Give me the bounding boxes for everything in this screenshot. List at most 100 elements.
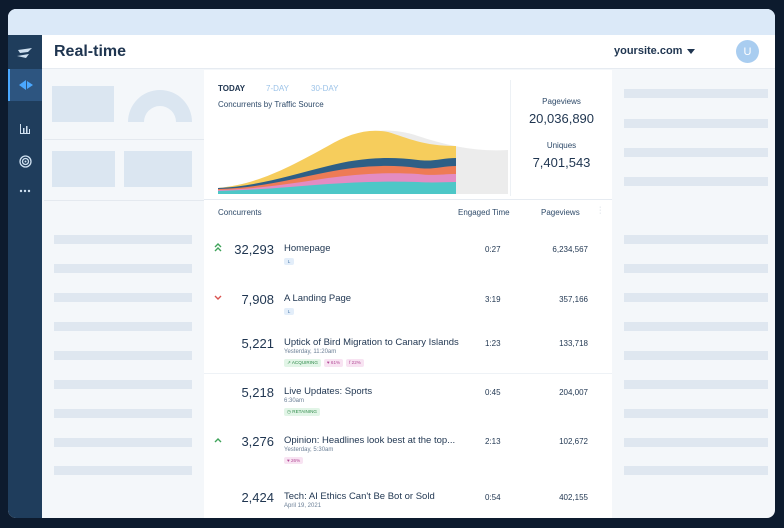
column-concurrents[interactable]: Concurrents bbox=[218, 208, 262, 217]
placeholder-line bbox=[624, 264, 768, 273]
row-pageviews: 133,718 bbox=[559, 339, 588, 348]
chart-title: Concurrents by Traffic Source bbox=[218, 100, 324, 109]
row-pageviews: 102,672 bbox=[559, 437, 588, 446]
row-title[interactable]: Live Updates: Sports bbox=[284, 386, 373, 397]
row-title[interactable]: A Landing Page bbox=[284, 293, 352, 304]
sidebar bbox=[8, 35, 42, 518]
row-pageviews: 6,234,567 bbox=[552, 245, 588, 254]
kebab-menu-icon[interactable]: · · · bbox=[599, 204, 602, 217]
twitter-share-badge: ♥ 61% bbox=[323, 359, 344, 367]
row-pageviews: 357,166 bbox=[559, 295, 588, 304]
row-concurrents: 2,424 bbox=[241, 490, 274, 505]
app-frame: Real-time yoursite.com U bbox=[8, 9, 775, 518]
placeholder-line bbox=[624, 177, 768, 186]
placeholder-line bbox=[624, 148, 768, 157]
row-subtitle: April 19, 2021 bbox=[284, 503, 322, 509]
site-selector-label: yoursite.com bbox=[614, 45, 683, 57]
tab-today[interactable]: TODAY bbox=[218, 84, 246, 93]
tab-30-day[interactable]: 30-DAY bbox=[311, 84, 339, 93]
double-up-arrow-icon bbox=[214, 243, 222, 254]
placeholder-line bbox=[624, 322, 768, 331]
uniques-label: Uniques bbox=[546, 141, 577, 150]
placeholder-block bbox=[124, 151, 192, 187]
row-concurrents: 32,293 bbox=[234, 242, 274, 257]
row-pageviews: 204,007 bbox=[559, 388, 588, 397]
placeholder-line bbox=[54, 466, 192, 475]
acquiring-badge: ↗ ACQUIRING bbox=[284, 359, 321, 367]
row-engaged-time: 3:19 bbox=[485, 295, 501, 304]
row-badges: L bbox=[284, 308, 294, 315]
row-concurrents: 5,218 bbox=[241, 385, 274, 400]
retaining-badge: ◷ RETAINING bbox=[284, 408, 320, 416]
row-badges: ◷ RETAINING bbox=[284, 408, 320, 416]
row-title[interactable]: Opinion: Headlines look best at the top.… bbox=[284, 435, 456, 446]
landing-badge: L bbox=[284, 258, 294, 265]
row-engaged-time: 0:45 bbox=[485, 388, 501, 397]
placeholder-line bbox=[624, 235, 768, 244]
placeholder-line bbox=[54, 293, 192, 302]
row-engaged-time: 0:54 bbox=[485, 493, 501, 502]
row-subtitle: Yesterday, 5:30am bbox=[284, 447, 334, 453]
series-teal-area bbox=[218, 181, 456, 194]
placeholder-gauge bbox=[128, 90, 192, 122]
landing-badge: L bbox=[284, 308, 294, 315]
row-subtitle: 6:30am bbox=[284, 398, 305, 404]
placeholder-line bbox=[54, 380, 192, 389]
placeholder-line bbox=[54, 235, 192, 244]
tab-7-day[interactable]: 7-DAY bbox=[266, 84, 289, 93]
row-title[interactable]: Tech: AI Ethics Can't Be Bot or Sold bbox=[284, 491, 435, 502]
pageviews-total: 20,036,890 bbox=[528, 111, 595, 126]
placeholder-line bbox=[624, 466, 768, 475]
window-top-strip bbox=[8, 9, 775, 35]
placeholder-block bbox=[52, 151, 115, 187]
uniques-total: 7,401,543 bbox=[532, 155, 591, 170]
placeholder-line bbox=[624, 119, 768, 128]
logo-icon[interactable] bbox=[8, 37, 42, 69]
caret-down-icon bbox=[687, 48, 696, 54]
realtime-icon[interactable] bbox=[8, 69, 42, 101]
row-engaged-time: 0:27 bbox=[485, 245, 501, 254]
page-header: Real-time yoursite.com U bbox=[42, 35, 775, 69]
placeholder-line bbox=[54, 409, 192, 418]
placeholder-line bbox=[624, 89, 768, 98]
row-badges: L bbox=[284, 258, 294, 265]
column-pageviews[interactable]: Pageviews bbox=[541, 208, 580, 217]
up-arrow-icon bbox=[214, 435, 222, 445]
placeholder-block bbox=[52, 86, 114, 122]
placeholder-line bbox=[54, 438, 192, 447]
realtime-main-card: TODAY 7-DAY 30-DAY Concurrents by Traffi… bbox=[204, 70, 612, 518]
facebook-share-badge: f 22% bbox=[346, 359, 364, 367]
twitter-share-badge: ♥ 26% bbox=[284, 457, 304, 464]
placeholder-line bbox=[54, 322, 192, 331]
placeholder-line bbox=[54, 264, 192, 273]
row-badges: ↗ ACQUIRING ♥ 61% f 22% bbox=[284, 359, 364, 367]
more-icon[interactable] bbox=[8, 175, 42, 207]
totals-panel: Pageviews 20,036,890 Uniques 7,401,543 bbox=[510, 80, 612, 196]
row-engaged-time: 2:13 bbox=[485, 437, 501, 446]
concurrents-stream-chart bbox=[218, 130, 508, 194]
down-arrow-icon bbox=[214, 293, 222, 303]
avatar[interactable]: U bbox=[736, 40, 759, 63]
row-concurrents: 5,221 bbox=[241, 336, 274, 351]
row-title[interactable]: Uptick of Bird Migration to Canary Islan… bbox=[284, 337, 459, 348]
row-title[interactable]: Homepage bbox=[284, 243, 331, 254]
placeholder-line bbox=[624, 409, 768, 418]
pageviews-label: Pageviews bbox=[542, 97, 581, 106]
row-divider bbox=[204, 373, 612, 374]
placeholder-line bbox=[624, 380, 768, 389]
row-concurrents: 3,276 bbox=[241, 434, 274, 449]
row-pageviews: 402,155 bbox=[559, 493, 588, 502]
bar-chart-icon[interactable] bbox=[8, 113, 42, 145]
placeholder-line bbox=[624, 351, 768, 360]
target-icon[interactable] bbox=[8, 145, 42, 177]
placeholder-line bbox=[54, 351, 192, 360]
row-subtitle: Yesterday, 11:20am bbox=[284, 349, 337, 355]
placeholder-line bbox=[624, 293, 768, 302]
column-engaged-time[interactable]: Engaged Time bbox=[458, 208, 510, 217]
row-concurrents: 7,908 bbox=[241, 292, 274, 307]
site-selector[interactable]: yoursite.com bbox=[614, 45, 696, 57]
page-title: Real-time bbox=[54, 43, 127, 60]
placeholder-line bbox=[624, 438, 768, 447]
row-engaged-time: 1:23 bbox=[485, 339, 501, 348]
row-badges: ♥ 26% bbox=[284, 457, 304, 464]
